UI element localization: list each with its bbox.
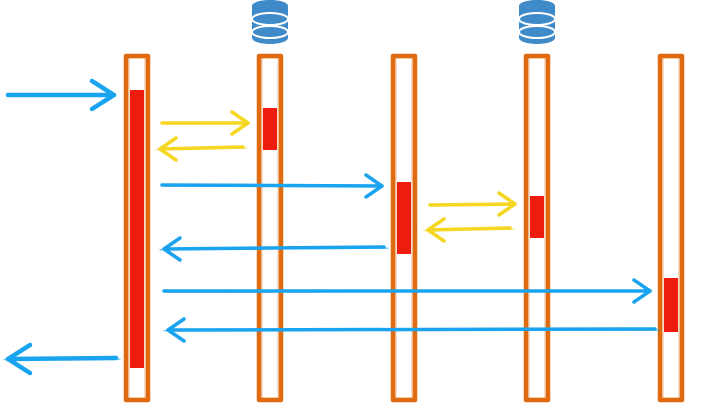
arrow-head <box>162 236 182 262</box>
arrow-head <box>158 136 178 162</box>
arrow-shaft <box>426 226 512 232</box>
activation-bar <box>530 196 544 238</box>
message-arrow <box>423 217 515 243</box>
arrow-shaft-sketch <box>159 247 389 251</box>
database-disk <box>251 25 289 39</box>
lifeline-box <box>390 53 418 403</box>
arrow-shaft-sketch <box>11 94 111 97</box>
lifeline-sketch-edge <box>528 57 546 399</box>
arrow-shaft <box>166 327 657 332</box>
arrow-head <box>632 278 652 304</box>
activation-bar <box>397 182 411 254</box>
message-arrow <box>160 173 384 199</box>
activation-bar <box>263 108 277 150</box>
lifeline <box>390 53 418 403</box>
lifeline <box>657 53 685 403</box>
arrow-shaft-sketch <box>423 228 515 232</box>
database-icon <box>251 0 289 44</box>
message-arrow <box>159 236 389 262</box>
message-arrow <box>3 342 121 376</box>
message-arrow <box>428 191 517 217</box>
arrow-head <box>166 317 186 343</box>
arrow-shaft <box>162 245 386 251</box>
lifeline-box <box>657 53 685 403</box>
database-top <box>252 0 288 12</box>
lifeline-sketch-edge <box>395 57 413 399</box>
activation-bar <box>130 90 144 368</box>
arrow-shaft-sketch <box>165 122 245 125</box>
database-disk <box>251 12 289 26</box>
arrow-head <box>89 78 117 112</box>
arrow-shaft <box>158 145 245 151</box>
arrow-head <box>230 110 250 136</box>
database-disk <box>518 12 556 26</box>
arrow-shaft-sketch <box>433 204 512 207</box>
arrow-shaft-sketch <box>167 291 647 293</box>
arrow-head <box>426 217 446 243</box>
lifeline <box>251 0 289 403</box>
lifeline-box <box>123 53 151 403</box>
activation-bar <box>664 278 678 332</box>
message-arrow <box>163 317 660 343</box>
message-arrow <box>5 78 117 112</box>
lifeline-sketch-edge <box>662 57 680 399</box>
arrow-head <box>497 191 517 217</box>
database-disk <box>518 25 556 39</box>
arrow-head <box>5 342 33 376</box>
lifeline <box>123 53 151 403</box>
arrow-shaft <box>160 183 384 188</box>
lifeline <box>518 0 556 403</box>
lifeline-box <box>256 53 284 403</box>
arrow-head <box>364 173 384 199</box>
message-arrow <box>162 278 652 304</box>
lifeline-sketch-edge <box>261 57 279 399</box>
lifeline-sketch-edge <box>128 57 146 399</box>
database-icon <box>518 0 556 44</box>
arrow-shaft-sketch <box>155 147 248 151</box>
lifeline-box <box>523 53 551 403</box>
arrow-shaft <box>428 202 517 207</box>
message-arrow <box>160 110 250 136</box>
arrow-shaft <box>5 355 119 362</box>
message-arrow <box>155 136 248 162</box>
database-top <box>519 0 555 12</box>
